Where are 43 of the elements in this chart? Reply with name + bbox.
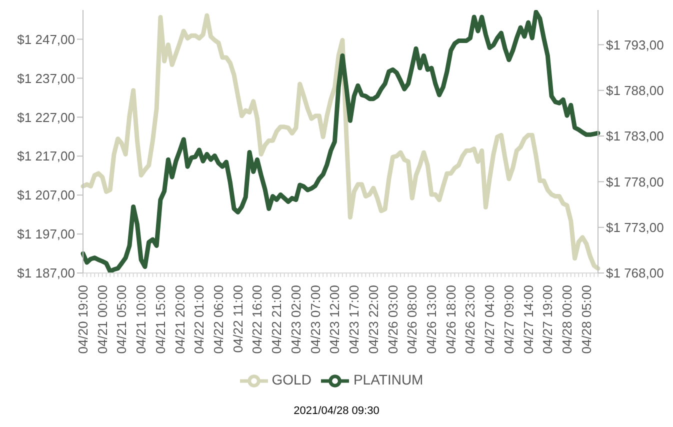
x-tick-label: 04/23 07:00 <box>308 285 323 354</box>
y-tick-label: $1 227,00 <box>17 110 75 125</box>
x-tick-label: 04/21 20:00 <box>172 285 188 354</box>
x-tick-label: 04/26 23:00 <box>462 285 478 354</box>
x-tick-label: 04/21 05:00 <box>114 285 130 354</box>
y2-tick-label: $1 783,00 <box>606 128 664 144</box>
x-tick-label: 04/26 13:00 <box>424 285 439 354</box>
x-tick-label: 04/28 00:00 <box>560 285 575 354</box>
y2-tick-label: $1 773,00 <box>606 220 664 235</box>
x-tick-label: 04/26 08:00 <box>404 285 420 354</box>
x-tick-label: 04/22 01:00 <box>192 285 207 354</box>
legend-label: GOLD <box>272 372 312 388</box>
x-tick-label: 04/27 19:00 <box>540 285 556 354</box>
y2-tick-label: $1 793,00 <box>606 37 664 52</box>
x-tick-label: 04/23 02:00 <box>288 285 304 354</box>
x-tick-label: 04/23 22:00 <box>366 285 381 354</box>
y-tick-label: $1 207,00 <box>17 188 75 203</box>
x-tick-label: 04/22 06:00 <box>211 285 226 354</box>
x-tick-label: 04/20 19:00 <box>76 285 90 354</box>
y2-tick-label: $1 768,00 <box>606 266 664 281</box>
x-tick-label: 04/27 09:00 <box>501 285 516 354</box>
x-tick-label: 04/22 16:00 <box>250 285 265 354</box>
x-tick-label: 04/21 10:00 <box>134 285 149 354</box>
y-tick-label: $1 197,00 <box>17 226 75 242</box>
x-tick-label: 04/27 14:00 <box>520 285 536 354</box>
x-tick-label: 04/23 17:00 <box>346 285 362 354</box>
x-tick-label: 04/28 05:00 <box>578 285 594 354</box>
x-tick-label: 04/21 00:00 <box>94 285 110 354</box>
text: 2021/04/28 09:30 <box>292 405 380 417</box>
x-tick-label: 04/26 18:00 <box>443 285 458 354</box>
x-tick-label: 04/21 15:00 <box>152 285 168 354</box>
y2-tick-label: $1 788,00 <box>606 82 664 98</box>
x-tick-label: 04/27 04:00 <box>482 285 498 354</box>
y-tick-label: $1 247,00 <box>17 32 75 47</box>
y-tick-label: $1 237,00 <box>17 70 75 86</box>
y2-tick-label: $1 778,00 <box>606 174 664 190</box>
y-tick-label: $1 187,00 <box>17 266 75 281</box>
x-tick-label: 04/22 21:00 <box>269 285 284 354</box>
legend-label: PLATINUM <box>353 372 424 388</box>
x-tick-label: 04/26 03:00 <box>385 285 400 354</box>
x-tick-label: 04/23 12:00 <box>327 285 342 354</box>
y-tick-label: $1 217,00 <box>17 148 75 164</box>
x-tick-label: 04/22 11:00 <box>230 285 246 353</box>
